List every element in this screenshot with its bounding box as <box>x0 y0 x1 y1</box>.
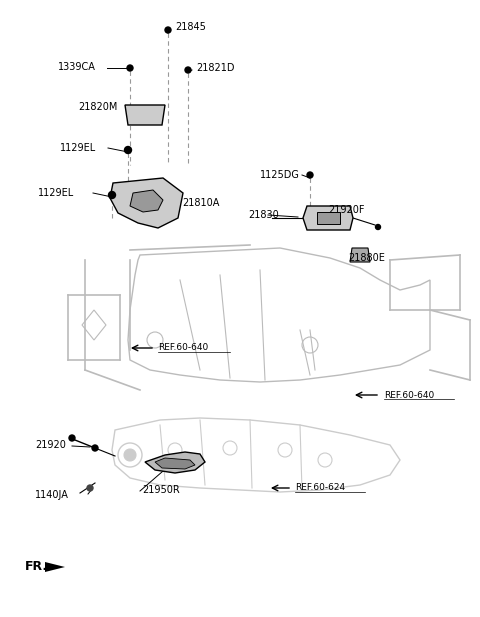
Circle shape <box>124 449 136 461</box>
Text: 21920F: 21920F <box>328 205 364 215</box>
Text: 21950R: 21950R <box>142 485 180 495</box>
Circle shape <box>165 27 171 33</box>
Text: 1125DG: 1125DG <box>260 170 300 180</box>
Text: 21820M: 21820M <box>78 102 118 112</box>
Text: 21821D: 21821D <box>196 63 235 73</box>
Text: REF.60-624: REF.60-624 <box>295 484 345 492</box>
Circle shape <box>87 485 93 491</box>
Circle shape <box>69 435 75 441</box>
Circle shape <box>108 191 116 199</box>
Text: 21880E: 21880E <box>348 253 385 263</box>
Text: 21830: 21830 <box>248 210 279 220</box>
Text: 1129EL: 1129EL <box>60 143 96 153</box>
Circle shape <box>375 225 381 230</box>
Text: 1140JA: 1140JA <box>35 490 69 500</box>
Circle shape <box>124 146 132 154</box>
Polygon shape <box>350 248 370 262</box>
Text: 21920: 21920 <box>35 440 66 450</box>
Text: 21845: 21845 <box>175 22 206 32</box>
Circle shape <box>92 445 98 451</box>
Polygon shape <box>317 212 340 224</box>
Polygon shape <box>303 206 353 230</box>
Circle shape <box>185 67 191 73</box>
Circle shape <box>307 172 313 178</box>
Text: REF.60-640: REF.60-640 <box>158 344 208 352</box>
Text: REF.60-640: REF.60-640 <box>384 391 434 399</box>
Circle shape <box>127 65 133 71</box>
Text: 21810A: 21810A <box>182 198 219 208</box>
Text: 1339CA: 1339CA <box>58 62 96 72</box>
Polygon shape <box>125 105 165 125</box>
Text: FR.: FR. <box>25 560 48 573</box>
Text: 1129EL: 1129EL <box>38 188 74 198</box>
Polygon shape <box>130 190 163 212</box>
Polygon shape <box>155 458 195 469</box>
Polygon shape <box>145 452 205 473</box>
Polygon shape <box>45 562 65 572</box>
Polygon shape <box>110 178 183 228</box>
